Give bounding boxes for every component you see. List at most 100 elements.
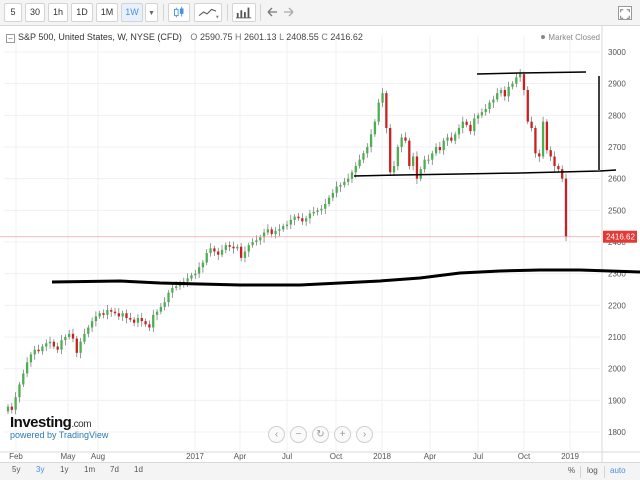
low-value: 2408.55 [286, 32, 319, 42]
candle [159, 303, 163, 315]
zoom-out-button[interactable]: − [290, 426, 307, 443]
interval-30-button[interactable]: 30 [25, 3, 45, 22]
candle-body [320, 208, 323, 211]
candle [144, 318, 147, 327]
candle-body [22, 373, 25, 385]
candle [377, 98, 380, 126]
range-5y-button[interactable]: 5y [12, 465, 21, 474]
chevron-right-icon: › [362, 429, 367, 440]
candle-body [90, 321, 94, 328]
interval-1w-button[interactable]: 1W [121, 3, 143, 22]
range-1d-button[interactable]: 1d [134, 465, 143, 474]
powered-by-link[interactable]: powered by TradingView [10, 430, 109, 440]
investing-logo[interactable]: Investing.com [10, 414, 92, 431]
candle [450, 132, 453, 144]
candle-body [400, 137, 403, 147]
redo-button[interactable] [280, 3, 298, 22]
candle [438, 141, 442, 154]
candle-body [56, 346, 59, 350]
candle [25, 357, 29, 377]
candle [68, 330, 71, 340]
last-price-marker: 2416.62 [0, 230, 637, 243]
candle [98, 310, 101, 319]
candle-body [14, 397, 17, 410]
candle [515, 73, 518, 88]
range-3y-button[interactable]: 3y [36, 465, 45, 474]
fullscreen-button[interactable] [618, 6, 632, 20]
scroll-left-button[interactable]: ‹ [268, 426, 285, 443]
candle [87, 324, 90, 338]
bars-chart-icon [235, 7, 252, 19]
ohlc-values: O 2590.75 H 2601.13 L 2408.55 C 2416.62 [190, 32, 363, 42]
candle [113, 307, 117, 316]
candle [243, 246, 247, 263]
candle [140, 312, 143, 327]
branding: Investing.com powered by TradingView [10, 414, 108, 440]
zoom-in-button[interactable]: + [334, 426, 351, 443]
interval-5-button[interactable]: 5 [4, 3, 22, 22]
candle [431, 150, 434, 166]
range-1y-button[interactable]: 1y [60, 465, 69, 474]
candle [381, 88, 384, 108]
undo-button[interactable] [263, 3, 281, 22]
auto-scale-button[interactable]: auto [610, 466, 626, 475]
candle [197, 262, 201, 279]
candle-body [339, 185, 342, 187]
interval-1h-button[interactable]: 1h [48, 3, 68, 22]
candle [75, 336, 78, 358]
candle-body [282, 226, 285, 230]
candle-body [106, 310, 109, 315]
scroll-right-button[interactable]: › [356, 426, 373, 443]
line-chart-icon: ▾ [198, 8, 219, 20]
candle-body [415, 156, 419, 179]
candle-body [98, 313, 101, 317]
candle [488, 100, 491, 114]
interval-1m-button[interactable]: 1M [96, 3, 118, 22]
candle-body [140, 318, 143, 322]
candle [389, 124, 392, 175]
candle [190, 272, 193, 281]
candle-body [25, 362, 29, 374]
chart-canvas[interactable]: 1800190020002100220023002400250026002700… [0, 26, 640, 462]
grid-lines [4, 36, 600, 452]
candle-body [266, 229, 270, 233]
candle [45, 339, 48, 351]
log-scale-button[interactable]: log [587, 466, 598, 475]
reset-button[interactable]: ↻ [312, 426, 329, 443]
candle [33, 345, 36, 360]
candle-body [33, 349, 36, 355]
candle-body [358, 159, 361, 166]
legend-collapse-button[interactable]: − [6, 34, 15, 43]
candle-body [205, 253, 208, 263]
candle [499, 87, 503, 97]
candle [201, 260, 205, 273]
candle [18, 381, 21, 403]
candle [503, 86, 506, 101]
candles-style-button[interactable] [168, 3, 190, 22]
compare-button[interactable] [232, 3, 256, 22]
candle-body [461, 121, 464, 128]
y-tick-label: 2200 [608, 301, 626, 310]
price-chart[interactable]: 1800190020002100220023002400250026002700… [0, 26, 640, 462]
candle-body [530, 121, 533, 128]
candle [266, 224, 270, 236]
percent-scale-button[interactable]: % [568, 466, 576, 475]
candle-body [52, 341, 56, 347]
candle-body [18, 384, 21, 398]
candle [10, 402, 13, 414]
indicators-button[interactable]: ▾ [194, 3, 222, 22]
candle-body [404, 137, 407, 141]
plus-icon: + [339, 429, 346, 440]
candle-body [438, 147, 442, 151]
interval-1d-button[interactable]: 1D [71, 3, 93, 22]
candle-body [236, 246, 239, 249]
candle [534, 125, 537, 158]
range-7d-button[interactable]: 7d [110, 465, 119, 474]
candle-body [60, 340, 63, 350]
candle-body [381, 93, 384, 103]
range-1m-button[interactable]: 1m [84, 465, 96, 474]
candle-body [534, 128, 537, 154]
interval-dropdown-button[interactable]: ▼ [145, 3, 158, 22]
candle-body [64, 337, 67, 341]
